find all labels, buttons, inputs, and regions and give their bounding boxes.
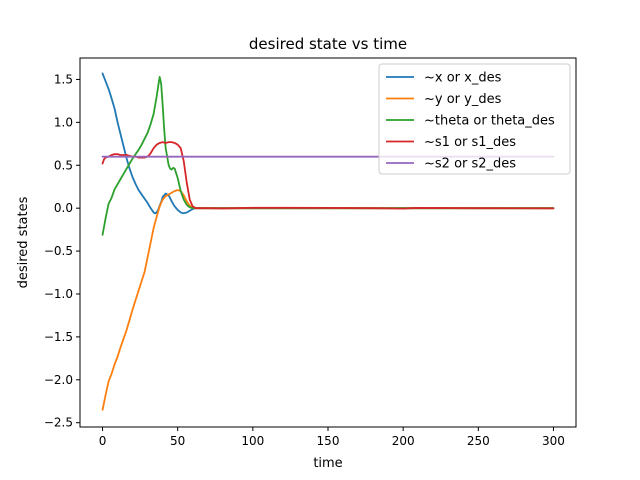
series-line-4 xyxy=(101,141,555,210)
x-tick-label-2: 100 xyxy=(241,434,264,448)
y-tick-label-1: −2.0 xyxy=(44,373,73,387)
legend-label-3: ~theta or theta_des xyxy=(424,114,555,129)
y-tick-label-3: −1.0 xyxy=(44,287,73,301)
legend-label-4: ~s1 or s1_des xyxy=(424,135,516,150)
y-tick-label-2: −1.5 xyxy=(44,330,73,344)
legend-label-1: ~x or x_des xyxy=(424,71,502,86)
series-layer xyxy=(101,72,555,411)
chart-title: desired state vs time xyxy=(249,35,407,53)
x-axis-label: time xyxy=(313,456,342,471)
legend-label-2: ~y or y_des xyxy=(424,92,502,107)
x-axis: 0 50 100 150 200 250 300 xyxy=(99,427,565,448)
x-tick-label-1: 50 xyxy=(170,434,185,448)
y-tick-label-4: −0.5 xyxy=(44,244,73,258)
y-axis: −2.5 −2.0 −1.5 −1.0 −0.5 0.0 0.5 1.0 1.5 xyxy=(44,72,80,430)
legend-box xyxy=(378,63,571,175)
series-line-2 xyxy=(101,189,555,411)
x-tick-label-3: 150 xyxy=(317,434,340,448)
x-tick-label-5: 250 xyxy=(467,434,490,448)
y-tick-label-5: 0.0 xyxy=(54,201,73,215)
y-tick-label-8: 1.5 xyxy=(54,72,73,86)
x-tick-label-0: 0 xyxy=(99,434,107,448)
x-tick-label-4: 200 xyxy=(392,434,415,448)
legend-entries: ~x or x_des ~y or y_des ~theta or theta_de… xyxy=(386,71,555,172)
legend: ~x or x_des ~y or y_des ~theta or theta_de… xyxy=(378,63,571,175)
y-tick-label-0: −2.5 xyxy=(44,416,73,430)
y-tick-label-7: 1.0 xyxy=(54,115,73,129)
x-tick-label-6: 300 xyxy=(542,434,565,448)
y-tick-label-6: 0.5 xyxy=(54,158,73,172)
legend-label-5: ~s2 or s2_des xyxy=(424,157,516,172)
y-axis-label: desired states xyxy=(16,196,31,288)
